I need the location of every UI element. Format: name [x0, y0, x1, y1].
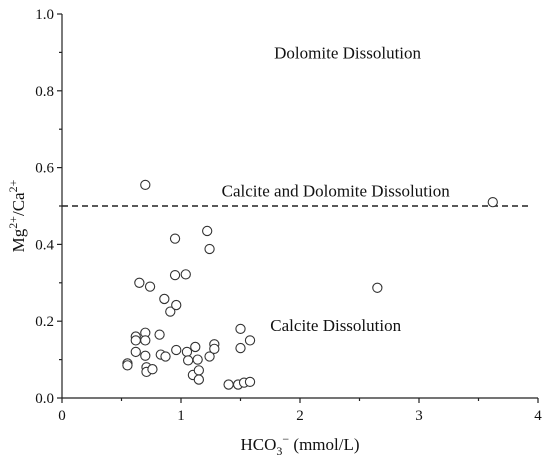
data-point	[204, 351, 215, 362]
annotations: Dolomite Dissolution Calcite and Dolomite…	[222, 43, 451, 335]
region-annotation: Calcite Dissolution	[270, 316, 401, 335]
data-point	[140, 335, 151, 346]
data-point	[209, 343, 220, 354]
data-point	[140, 350, 151, 361]
data-point	[193, 365, 204, 376]
data-point	[372, 282, 383, 293]
data-point	[169, 269, 181, 281]
x-tick-label: 4	[534, 408, 542, 424]
data-point	[193, 374, 204, 385]
data-point	[130, 335, 141, 346]
x-tick-label: 1	[177, 408, 185, 424]
data-point	[171, 344, 182, 356]
data-point	[130, 346, 141, 358]
data-point	[122, 360, 133, 371]
data-point	[144, 281, 156, 292]
data-point	[159, 293, 170, 305]
y-tick-label: 0.2	[35, 314, 54, 330]
data-point	[160, 351, 171, 362]
data-point	[147, 364, 158, 375]
y-axis-label: Mg2+/Ca2+	[6, 179, 28, 252]
data-point	[487, 197, 498, 208]
region-annotation: Calcite and Dolomite Dissolution	[222, 182, 451, 201]
x-tick-label: 2	[296, 408, 304, 424]
data-point	[244, 335, 256, 346]
data-point	[154, 329, 165, 340]
data-point	[134, 277, 145, 288]
data-point	[235, 342, 246, 354]
data-point	[223, 379, 234, 390]
data-point	[192, 354, 203, 365]
y-tick-label: 0.4	[35, 237, 54, 253]
y-tick-label: 0.8	[35, 84, 54, 100]
y-tick-label: 0.6	[35, 161, 54, 177]
data-point	[140, 179, 151, 191]
region-annotation: Dolomite Dissolution	[274, 43, 421, 62]
x-tick-label: 3	[415, 408, 423, 424]
y-tick-label: 1.0	[35, 7, 54, 23]
data-point	[169, 233, 181, 244]
data-point	[235, 323, 246, 335]
data-points	[122, 179, 498, 390]
y-tick-label: 0.0	[35, 391, 54, 407]
data-point	[181, 346, 193, 358]
ticks: 0 1 2 3 4 0.0 0.2 0.4 0.6 0.8 1.0	[35, 7, 542, 424]
data-point	[244, 376, 256, 388]
x-tick-label: 0	[58, 408, 66, 424]
data-point	[171, 299, 182, 311]
data-point	[190, 341, 201, 353]
x-axis-label: HCO3− (mmol/L)	[240, 432, 359, 458]
data-point	[182, 355, 194, 366]
data-point	[204, 243, 215, 255]
data-point	[202, 225, 213, 237]
data-point	[165, 306, 176, 317]
data-point	[180, 269, 191, 280]
